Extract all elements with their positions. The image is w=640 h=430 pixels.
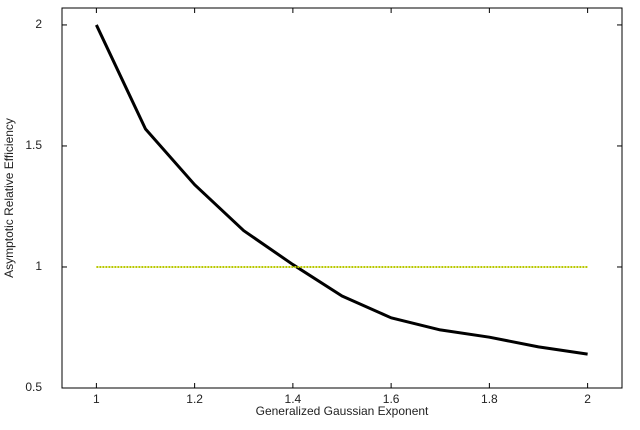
y-axis-label: Asymptotic Relative Efficiency <box>2 118 16 278</box>
data-line <box>95 24 588 356</box>
x-tick-label: 2 <box>584 392 591 406</box>
x-tick-label: 1.2 <box>186 392 203 406</box>
x-tick-label: 1.6 <box>383 392 400 406</box>
x-tick-label: 1 <box>93 392 100 406</box>
y-tick-label: 2 <box>35 17 42 31</box>
x-tick-label: 1.4 <box>285 392 302 406</box>
plot-frame <box>61 7 623 389</box>
y-tick-label: 0.5 <box>25 380 42 394</box>
y-tick-label: 1 <box>35 259 42 273</box>
x-axis-label: Generalized Gaussian Exponent <box>256 404 429 418</box>
x-tick-label: 1.8 <box>481 392 498 406</box>
y-tick-label: 1.5 <box>25 138 42 152</box>
